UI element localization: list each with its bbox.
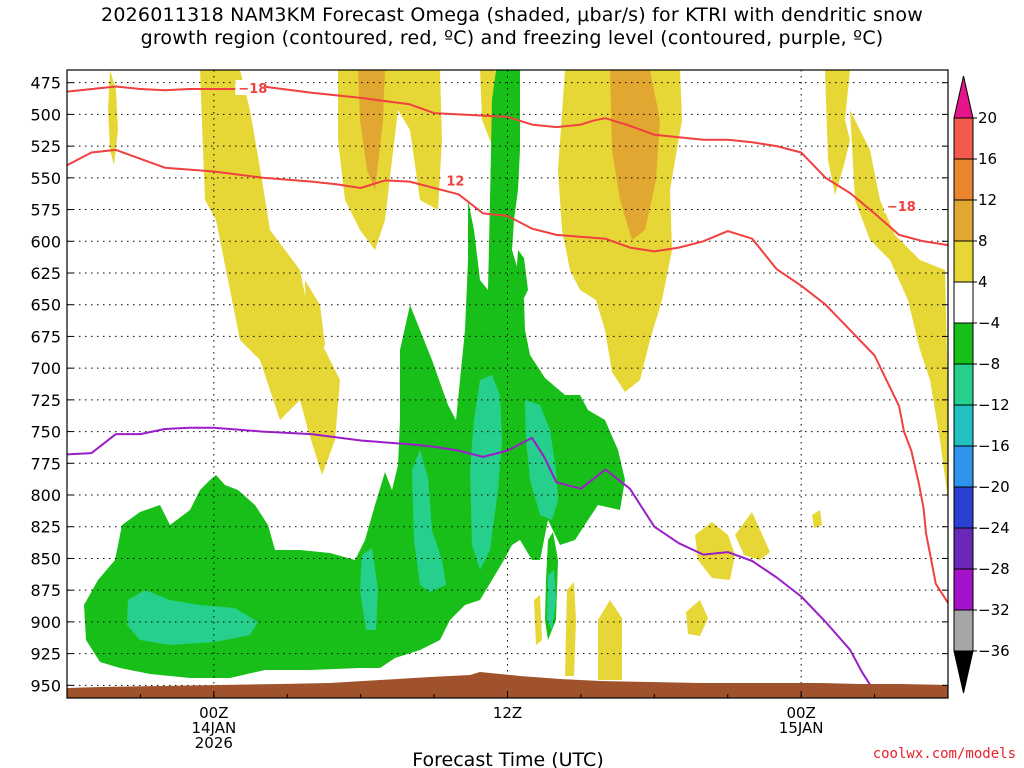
- colorbar-bin: [953, 486, 974, 529]
- colorbar-label: −8: [978, 355, 1000, 373]
- y-tick-label: 600: [30, 232, 61, 251]
- omega-shade-yellow-7: [825, 70, 850, 195]
- omega-shade-yellow-13: [598, 600, 622, 680]
- contour-label: −18: [887, 200, 916, 215]
- colorbar-bin: [953, 363, 974, 406]
- colorbar-label: −20: [978, 478, 1010, 496]
- y-tick-label: 525: [30, 137, 61, 156]
- colorbar-label: −24: [978, 519, 1010, 537]
- y-tick-label: 550: [30, 169, 61, 188]
- x-tick-label: 15JAN: [779, 719, 824, 737]
- x-axis-title: Forecast Time (UTC): [412, 749, 603, 768]
- y-tick-label: 625: [30, 264, 61, 283]
- y-tick-label: 650: [30, 296, 61, 315]
- y-tick-label: 575: [30, 201, 61, 220]
- y-tick-label: 950: [30, 676, 61, 695]
- omega-shade-green-island-1: [516, 250, 528, 300]
- colorbar-label: −12: [978, 396, 1010, 414]
- y-tick-label: 875: [30, 581, 61, 600]
- y-tick-label: 725: [30, 391, 61, 410]
- colorbar-bin: [953, 199, 974, 242]
- y-tick-label: 500: [30, 105, 61, 124]
- colorbar: 20 16 12 8 4 −4 −8 −12 −16 −20 −24 −28 −32 −36: [953, 75, 1010, 694]
- omega-shade-yellow-14: [565, 582, 576, 676]
- omega-shade-teal-1: [127, 590, 258, 645]
- colorbar-bottom-triangle: [953, 650, 974, 694]
- omega-shade-teal-3: [412, 450, 446, 592]
- freezing-level-contour: [67, 426, 876, 693]
- omega-shade-orange-2: [610, 70, 660, 240]
- x-tick-label: 00Z: [199, 704, 228, 722]
- omega-shade-yellow-12: [686, 600, 708, 636]
- colorbar-bin: [953, 158, 974, 201]
- contours: [67, 85, 948, 693]
- y-tick-label: 825: [30, 518, 61, 537]
- omega-shade-yellow-9: [695, 522, 735, 580]
- colorbar-label: −32: [978, 601, 1010, 619]
- colorbar-label: −36: [978, 642, 1010, 660]
- colorbar-label: 16: [978, 150, 997, 168]
- omega-shade-teal-4: [470, 375, 502, 570]
- omega-shade-yellow-10: [735, 512, 770, 560]
- y-tick-label: 775: [30, 454, 61, 473]
- dgz-contour: [67, 148, 948, 604]
- colorbar-bin: [953, 527, 974, 570]
- omega-shade-yellow-2: [200, 70, 340, 475]
- contour-label: 12: [446, 175, 464, 190]
- colorbar-top-triangle: [953, 75, 974, 119]
- chart-title-line-1: 2026011318 NAM3KM Forecast Omega (shaded…: [101, 4, 923, 26]
- y-tick-label: 925: [30, 645, 61, 664]
- colorbar-label: 12: [978, 191, 997, 209]
- omega-shade-teal-2: [360, 548, 378, 630]
- omega-shade-yellow-3: [305, 280, 325, 360]
- omega-shade-teal-6: [547, 570, 556, 630]
- dgz-contour: [67, 85, 948, 247]
- colorbar-label: 8: [978, 232, 988, 250]
- contour-label-bg: [883, 198, 914, 214]
- y-axis: 475 500 525 550 575 600 625 650 675 700 725 750 775 8…: [30, 74, 948, 695]
- omega-shade-yellow-15: [534, 595, 542, 645]
- omega-shade-yellow-1: [108, 70, 118, 165]
- colorbar-bin: [953, 240, 974, 283]
- x-tick-label: 00Z: [786, 704, 815, 722]
- colorbar-bin: [953, 322, 974, 365]
- colorbar-bin: [953, 609, 974, 652]
- omega-shade-teal-5: [525, 400, 558, 520]
- x-tick-label: 2026: [195, 734, 233, 752]
- colorbar-label: −16: [978, 437, 1010, 455]
- colorbar-bin: [953, 281, 974, 324]
- grid: [67, 70, 948, 698]
- contour-label-bg: [235, 80, 266, 96]
- contour-label-bg: [443, 172, 466, 188]
- y-tick-label: 700: [30, 359, 61, 378]
- colorbar-bin: [953, 445, 974, 488]
- contour-label: −18: [238, 82, 267, 97]
- colorbar-bin: [953, 117, 974, 160]
- y-tick-label: 475: [30, 74, 61, 93]
- x-tick-label: 12Z: [493, 704, 522, 722]
- source-credit: coolwx.com/models: [872, 746, 1016, 762]
- colorbar-label: 20: [978, 109, 997, 127]
- colorbar-bin: [953, 404, 974, 447]
- y-tick-label: 750: [30, 423, 61, 442]
- colorbar-label: −4: [978, 314, 1000, 332]
- colorbar-bin: [953, 568, 974, 611]
- colorbar-label: 4: [978, 273, 988, 291]
- y-tick-label: 900: [30, 613, 61, 632]
- terrain-ground: [67, 672, 948, 698]
- x-axis: 00Z14JAN202612Z00Z15JAN12Z00Z16JAN: [66, 691, 949, 752]
- x-tick-label: 14JAN: [191, 719, 236, 737]
- y-tick-label: 675: [30, 327, 61, 346]
- chart-title-line-2: growth region (contoured, red, ºC) and f…: [140, 27, 884, 49]
- omega-shading: [84, 70, 948, 680]
- omega-shade-yellow-11: [812, 510, 822, 528]
- y-tick-label: 800: [30, 486, 61, 505]
- colorbar-label: −28: [978, 560, 1010, 578]
- y-tick-label: 850: [30, 549, 61, 568]
- omega-shade-yellow-8: [850, 110, 948, 500]
